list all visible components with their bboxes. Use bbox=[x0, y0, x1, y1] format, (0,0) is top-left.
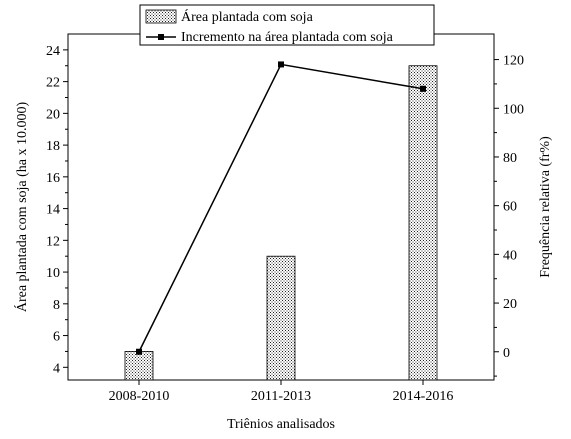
x-axis-title: Triênios analisados bbox=[227, 417, 335, 432]
y-tick-label: 18 bbox=[46, 139, 60, 154]
legend-bar-label: Área plantada com soja bbox=[181, 8, 314, 25]
line-layer bbox=[136, 61, 426, 355]
y-tick-label: 12 bbox=[46, 234, 60, 249]
y2-tick-label: 0 bbox=[503, 346, 510, 361]
y-tick-label: 14 bbox=[46, 203, 60, 218]
y-axis-title: Área plantada com soja (ha x 10.000) bbox=[13, 102, 30, 313]
y2-tick-label: 20 bbox=[503, 297, 517, 312]
bar-2008-2010 bbox=[124, 351, 154, 381]
y-tick-label: 22 bbox=[46, 76, 60, 91]
bars-layer bbox=[124, 65, 438, 381]
x-axis: 2008-2010 2011-2013 2014-2016 bbox=[109, 380, 454, 404]
y-tick-label: 16 bbox=[46, 171, 60, 186]
y-tick-label: 10 bbox=[46, 266, 60, 281]
y-tick-label: 24 bbox=[46, 44, 60, 59]
bar-2011-2013 bbox=[266, 255, 296, 381]
x-tick-label: 2011-2013 bbox=[251, 389, 311, 404]
legend-line-label: Incremento na área plantada com soja bbox=[181, 30, 394, 45]
y-tick-label: 20 bbox=[46, 107, 60, 122]
x-tick-label: 2008-2010 bbox=[109, 389, 170, 404]
y-tick-label: 8 bbox=[53, 298, 60, 313]
y2-tick-label: 100 bbox=[503, 102, 524, 117]
bar-2014-2016 bbox=[408, 65, 438, 381]
line-point-2011-2013 bbox=[278, 61, 284, 68]
y2-axis-title: Frequência relativa (fr%) bbox=[538, 136, 553, 278]
left-axis: 4 6 8 10 12 14 16 18 20 22 24 bbox=[46, 44, 68, 376]
legend-line-marker bbox=[158, 34, 164, 40]
y2-tick-label: 60 bbox=[503, 200, 517, 215]
right-axis: 0 20 40 60 80 100 120 bbox=[494, 54, 524, 377]
y2-tick-label: 40 bbox=[503, 248, 517, 263]
legend-bar-swatch bbox=[145, 9, 177, 24]
x-tick-label: 2014-2016 bbox=[393, 389, 454, 404]
legend: Área plantada com soja Incremento na áre… bbox=[139, 4, 435, 46]
y2-tick-label: 80 bbox=[503, 151, 517, 166]
line-point-2008-2010 bbox=[136, 348, 142, 355]
y2-tick-label: 120 bbox=[503, 54, 524, 69]
y-tick-label: 4 bbox=[53, 361, 60, 376]
legend-box bbox=[139, 4, 435, 46]
line-point-2014-2016 bbox=[420, 85, 426, 92]
y-tick-label: 6 bbox=[53, 330, 60, 345]
